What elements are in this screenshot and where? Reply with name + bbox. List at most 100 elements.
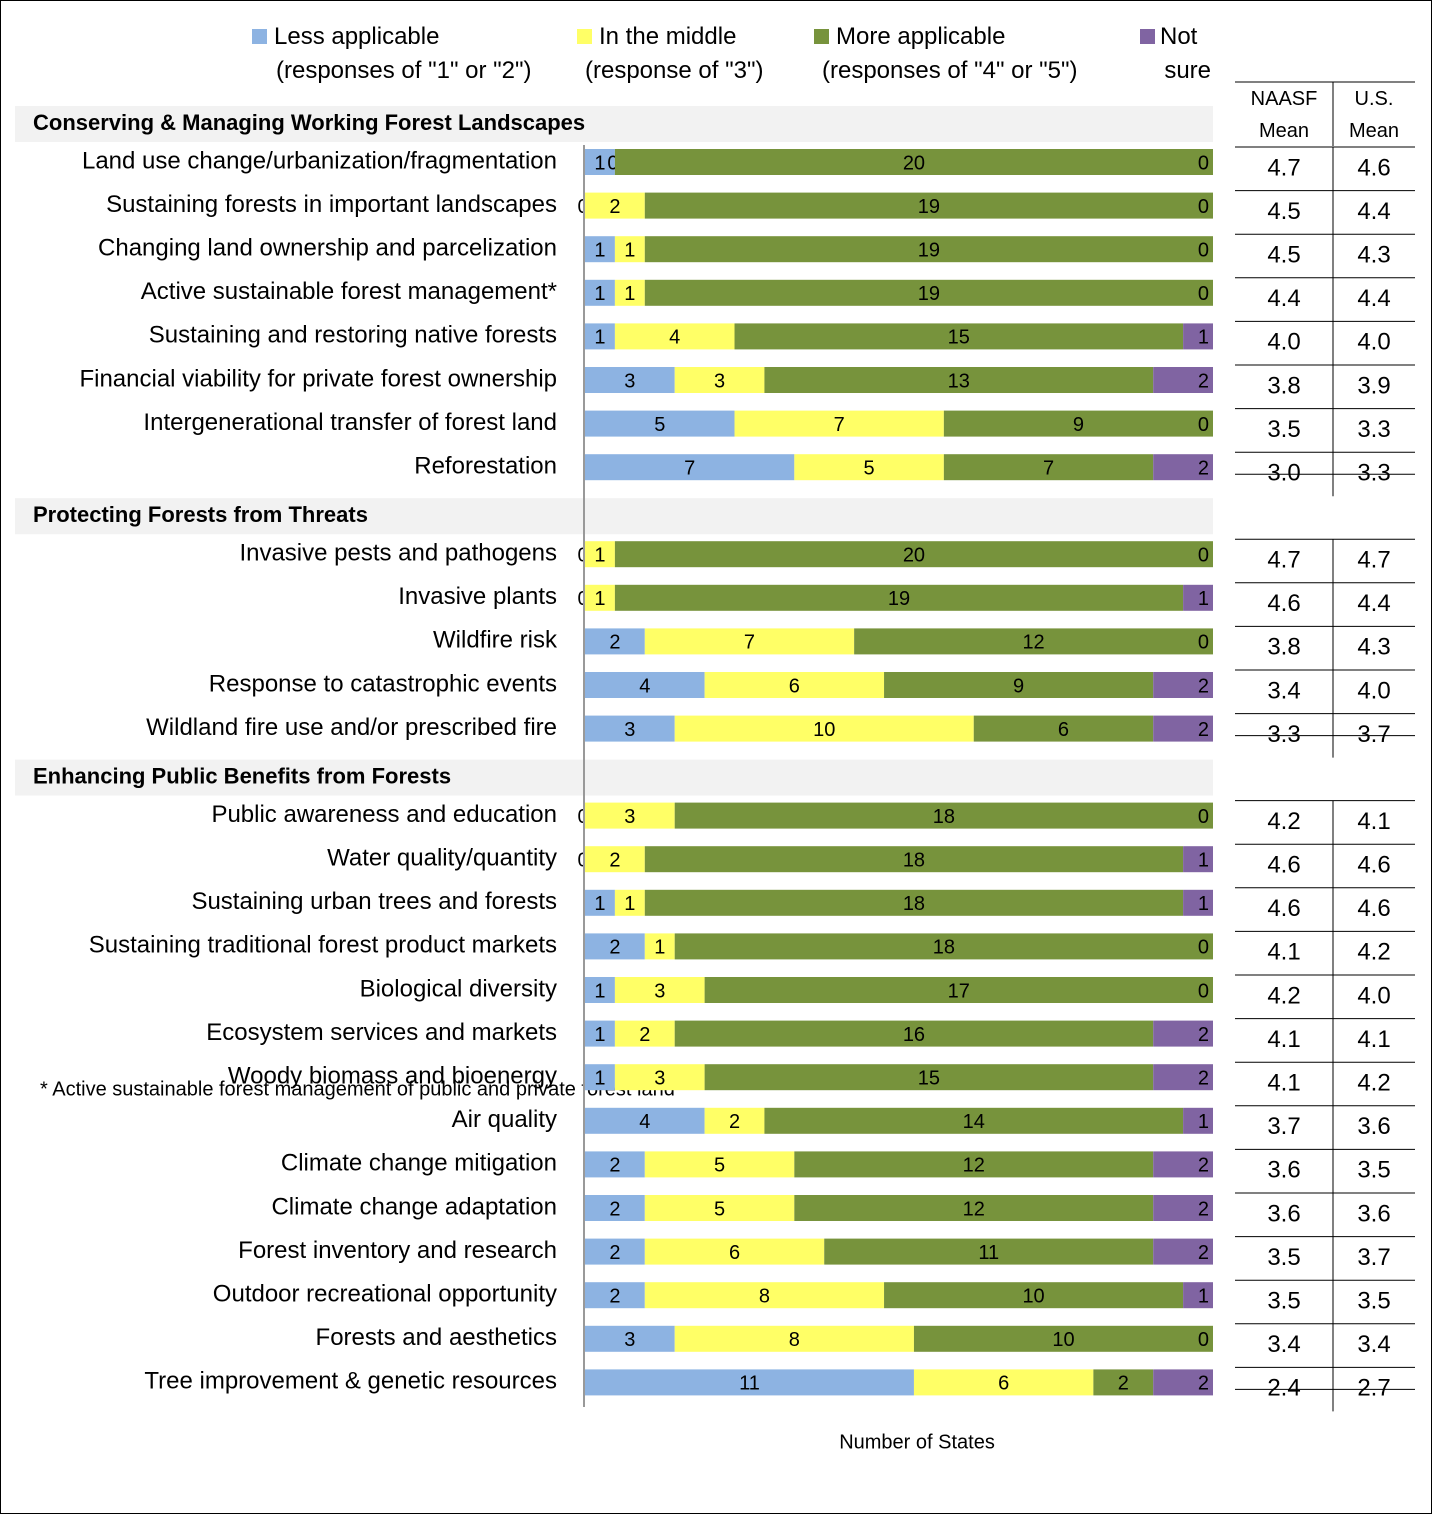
- bar-segment: [585, 149, 615, 175]
- bar-segment: [1183, 1107, 1213, 1134]
- value-label: 10: [1052, 1329, 1074, 1351]
- value-label: 2: [609, 632, 620, 654]
- value-label: 1: [594, 239, 605, 261]
- value-label: 4: [639, 1111, 650, 1133]
- table-cell: 4.6: [1267, 852, 1300, 879]
- bar-segment: [585, 802, 675, 829]
- legend-label: Not sure: [1160, 23, 1211, 84]
- value-label: 3: [654, 980, 665, 1002]
- value-label: 2: [609, 937, 620, 959]
- value-label: 1: [1198, 588, 1209, 610]
- value-label: 15: [918, 1067, 940, 1089]
- bar-segment: [585, 279, 615, 306]
- value-label: 3: [624, 719, 635, 741]
- value-label: 3: [654, 1067, 665, 1089]
- value-label: 2: [1118, 1373, 1129, 1395]
- value-label: 6: [729, 1242, 740, 1264]
- table-cell: 4.5: [1267, 242, 1300, 269]
- bar-segment: [585, 1020, 615, 1047]
- value-label: 2: [1198, 1373, 1209, 1395]
- value-label: 0: [1198, 283, 1209, 305]
- bar-segment: [644, 279, 1213, 306]
- bar-segment: [1153, 1151, 1213, 1178]
- value-label: 1: [594, 893, 605, 915]
- category-label: Climate change mitigation: [281, 1150, 557, 1177]
- table-cell: 3.6: [1267, 1157, 1300, 1184]
- value-label: 19: [918, 283, 940, 305]
- legend-swatch: [252, 29, 267, 44]
- table-cell: 3.3: [1267, 721, 1300, 748]
- bar-segment: [1153, 1064, 1213, 1091]
- group-header-bg: [15, 106, 1213, 142]
- value-label: 0: [1198, 196, 1209, 218]
- category-label: Biological diversity: [360, 975, 557, 1002]
- value-label: 2: [609, 1285, 620, 1307]
- value-label: 0: [1198, 239, 1209, 261]
- bar-segment: [644, 192, 1213, 219]
- category-label: Forest inventory and research: [238, 1237, 557, 1264]
- value-label: 3: [624, 1329, 635, 1351]
- value-label: 2: [1198, 1024, 1209, 1046]
- table-cell: 4.1: [1267, 1026, 1300, 1053]
- bar-segment: [674, 715, 974, 742]
- bar-segment: [614, 1020, 675, 1047]
- bar-segment: [644, 933, 675, 960]
- bar-segment: [943, 454, 1154, 481]
- bar-segment: [1153, 367, 1213, 393]
- value-label: 1: [1198, 849, 1209, 871]
- value-label: 3: [624, 806, 635, 828]
- table-cell: 4.0: [1357, 982, 1390, 1009]
- table-header: U.S. Mean: [1349, 88, 1399, 142]
- table-cell: 4.4: [1357, 590, 1390, 617]
- legend-label-line: (response of "3"): [585, 57, 763, 84]
- bar-segment: [824, 1238, 1154, 1265]
- table-cell: 4.1: [1357, 808, 1390, 835]
- table-cell: 4.3: [1357, 634, 1390, 661]
- bar-segment: [614, 279, 645, 306]
- bar-segment: [913, 1325, 1213, 1352]
- value-label: 1: [1198, 327, 1209, 349]
- category-label: Reforestation: [414, 453, 557, 480]
- category-label: Invasive plants: [398, 583, 557, 610]
- bar-segment: [794, 454, 944, 481]
- value-label: 3: [714, 370, 725, 392]
- x-axis-label: Number of States: [839, 1431, 995, 1453]
- value-label: 0: [1198, 806, 1209, 828]
- table-cell: 2.4: [1267, 1375, 1300, 1402]
- value-label: 7: [684, 457, 695, 479]
- value-label: 1: [624, 239, 635, 261]
- bar-segment: [644, 889, 1184, 916]
- legend-label: Less applicable (responses of "1" or "2"): [274, 23, 532, 84]
- value-label: 20: [903, 152, 925, 174]
- category-label: Sustaining forests in important landscap…: [106, 191, 557, 218]
- value-label: 1: [594, 283, 605, 305]
- bar-segment: [614, 323, 735, 350]
- bar-segment: [704, 977, 1213, 1003]
- value-label: 1: [624, 893, 635, 915]
- value-label: 7: [1043, 457, 1054, 479]
- value-label: 1: [624, 283, 635, 305]
- table-cell: 2.7: [1357, 1375, 1390, 1402]
- table-cell: 4.2: [1267, 982, 1300, 1009]
- table-cell: 4.2: [1267, 808, 1300, 835]
- table-cell: 3.7: [1357, 1244, 1390, 1271]
- category-label: Intergenerational transfer of forest lan…: [143, 409, 557, 436]
- bar-segment: [764, 367, 1154, 393]
- table-cell: 3.3: [1357, 460, 1390, 487]
- legend-swatch: [577, 29, 592, 44]
- category-label: Water quality/quantity: [327, 845, 557, 872]
- table-cell: 3.6: [1357, 1200, 1390, 1227]
- legend-swatch: [814, 29, 829, 44]
- bar-segment: [1153, 1369, 1213, 1396]
- bar-segment: [674, 933, 1213, 960]
- value-label: 1: [1198, 1111, 1209, 1133]
- group-title: Enhancing Public Benefits from Forests: [33, 763, 451, 788]
- table-cell: 3.8: [1267, 372, 1300, 399]
- value-label: 19: [888, 588, 910, 610]
- bar-segment: [884, 1282, 1184, 1309]
- value-label: 2: [609, 849, 620, 871]
- bar-segment: [585, 889, 615, 916]
- legend-label-line: In the middle: [599, 23, 736, 50]
- table-cell: 4.0: [1267, 329, 1300, 356]
- bar-segment: [644, 1195, 795, 1221]
